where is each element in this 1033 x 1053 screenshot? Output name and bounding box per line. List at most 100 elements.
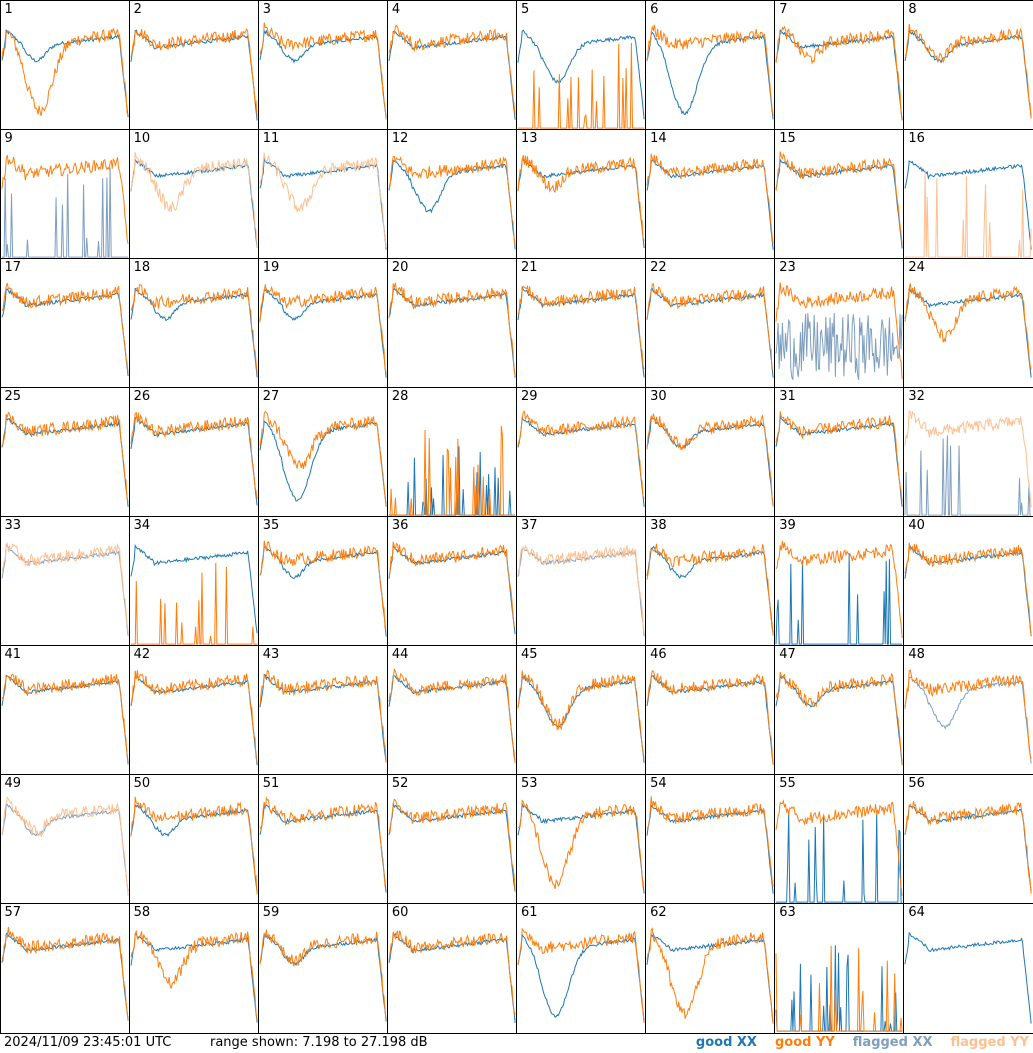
panel-61-plot bbox=[517, 928, 645, 1024]
panel-42-plot bbox=[130, 670, 258, 766]
panel-63-xx-line bbox=[775, 945, 903, 1032]
panel-17-plot bbox=[1, 282, 129, 376]
panel-56: 56 bbox=[903, 774, 1033, 905]
panel-30-label: 30 bbox=[650, 388, 667, 404]
panel-6-label: 6 bbox=[650, 1, 659, 17]
panel-33-label: 33 bbox=[4, 518, 22, 533]
panel-20-plot bbox=[388, 282, 516, 378]
panel-7-yy-line bbox=[775, 25, 903, 120]
panel-25-plot bbox=[1, 411, 129, 507]
panel-22: 22 bbox=[645, 257, 776, 388]
panel-27-xx-line bbox=[259, 419, 387, 507]
panel-4-label: 4 bbox=[391, 1, 401, 17]
panel-64-plot bbox=[904, 932, 1032, 1025]
panel-59-yy-line bbox=[259, 929, 387, 1020]
panel-55-label: 55 bbox=[779, 776, 796, 792]
panel-15: 15 bbox=[774, 128, 905, 259]
panel-16-plot bbox=[904, 159, 1032, 258]
panel-7-plot bbox=[775, 25, 903, 120]
panel-22-yy-line bbox=[646, 282, 774, 370]
panel-61-yy-line bbox=[517, 928, 645, 1024]
panel-58-label: 58 bbox=[133, 905, 151, 921]
panel-13: 13 bbox=[516, 128, 647, 259]
panel-11: 11 bbox=[257, 128, 388, 259]
panel-50-label: 50 bbox=[133, 776, 151, 792]
panel-12-plot bbox=[388, 155, 516, 249]
panel-31-plot bbox=[775, 411, 903, 507]
panel-42-yy-line bbox=[130, 670, 258, 762]
panel-42-label: 42 bbox=[133, 647, 151, 663]
panel-60-label: 60 bbox=[391, 905, 409, 921]
panel-4-plot bbox=[388, 23, 516, 120]
panel-58: 58 bbox=[128, 903, 259, 1034]
panel-23-plot bbox=[775, 282, 903, 380]
panel-25-label: 25 bbox=[4, 388, 22, 404]
panel-12-xx-line bbox=[388, 159, 516, 249]
panel-14-label: 14 bbox=[650, 130, 667, 146]
panel-28-plot bbox=[388, 425, 515, 516]
panel-26-label: 26 bbox=[133, 388, 151, 404]
panel-60-plot bbox=[388, 930, 516, 1024]
panel-15-yy-line bbox=[775, 151, 903, 244]
panel-38-plot bbox=[646, 543, 774, 636]
panel-62: 62 bbox=[645, 903, 776, 1034]
panel-31-yy-line bbox=[775, 411, 903, 502]
legend-good-yy: good YY bbox=[774, 1035, 835, 1050]
panel-23-xx-line bbox=[775, 312, 903, 380]
panel-53-plot bbox=[517, 799, 645, 894]
panel-27-yy-line bbox=[259, 410, 387, 506]
panel-64-label: 64 bbox=[908, 905, 925, 921]
panel-41-yy-line bbox=[1, 673, 129, 762]
panel-28-label: 28 bbox=[391, 388, 409, 404]
panel-22-plot bbox=[646, 282, 774, 378]
panel-29-yy-line bbox=[517, 410, 645, 499]
panel-17-label: 17 bbox=[4, 259, 22, 275]
panel-17: 17 bbox=[0, 257, 130, 388]
panel-53: 53 bbox=[516, 774, 647, 905]
panel-19-plot bbox=[259, 283, 387, 378]
panel-22-label: 22 bbox=[650, 259, 667, 275]
panel-28-yy-line bbox=[388, 425, 515, 516]
panel-39-xx-line bbox=[775, 553, 903, 645]
panel-62-plot bbox=[646, 927, 774, 1025]
panel-53-xx-line bbox=[517, 803, 645, 894]
panel-25-yy-line bbox=[1, 411, 129, 503]
panel-57-plot bbox=[1, 927, 129, 1022]
panel-5-plot bbox=[517, 28, 645, 129]
panel-57: 57 bbox=[0, 903, 130, 1034]
panel-23: 23 bbox=[774, 257, 905, 388]
panel-43-plot bbox=[259, 669, 387, 763]
panel-5: 5 bbox=[516, 0, 647, 130]
panel-24-label: 24 bbox=[908, 259, 925, 275]
legend-flagged-yy: flagged YY bbox=[950, 1035, 1030, 1050]
panel-2: 2 bbox=[128, 0, 259, 130]
panel-1-xx-line bbox=[1, 28, 129, 117]
panel-3-label: 3 bbox=[262, 1, 272, 17]
panel-21-plot bbox=[517, 284, 645, 378]
panel-14-yy-line bbox=[646, 153, 774, 244]
panel-9-label: 9 bbox=[4, 130, 13, 146]
panel-38: 38 bbox=[645, 516, 776, 647]
panel-55: 55 bbox=[774, 774, 905, 905]
panel-49-plot bbox=[1, 796, 129, 896]
panel-11-plot bbox=[259, 152, 387, 250]
panel-21-xx-line bbox=[517, 285, 645, 378]
panel-38-label: 38 bbox=[650, 518, 667, 533]
panel-25: 25 bbox=[0, 386, 130, 517]
panel-47-plot bbox=[775, 672, 903, 766]
panel-33-plot bbox=[1, 542, 129, 636]
panel-27-label: 27 bbox=[262, 388, 280, 404]
panel-52: 52 bbox=[386, 774, 517, 905]
panel-43-yy-line bbox=[259, 669, 387, 763]
panel-54-plot bbox=[646, 796, 774, 895]
panel-10-yy-line bbox=[130, 151, 258, 248]
panel-63: 63 bbox=[774, 903, 905, 1034]
panel-34: 34 bbox=[128, 516, 259, 647]
panel-44: 44 bbox=[386, 645, 517, 776]
panel-50-yy-line bbox=[130, 797, 258, 895]
panel-16-yy-line bbox=[905, 169, 1032, 258]
panel-51-xx-line bbox=[259, 804, 387, 893]
panel-4-xx-line bbox=[388, 30, 516, 120]
panel-36-label: 36 bbox=[391, 518, 409, 533]
panel-19: 19 bbox=[257, 257, 388, 388]
